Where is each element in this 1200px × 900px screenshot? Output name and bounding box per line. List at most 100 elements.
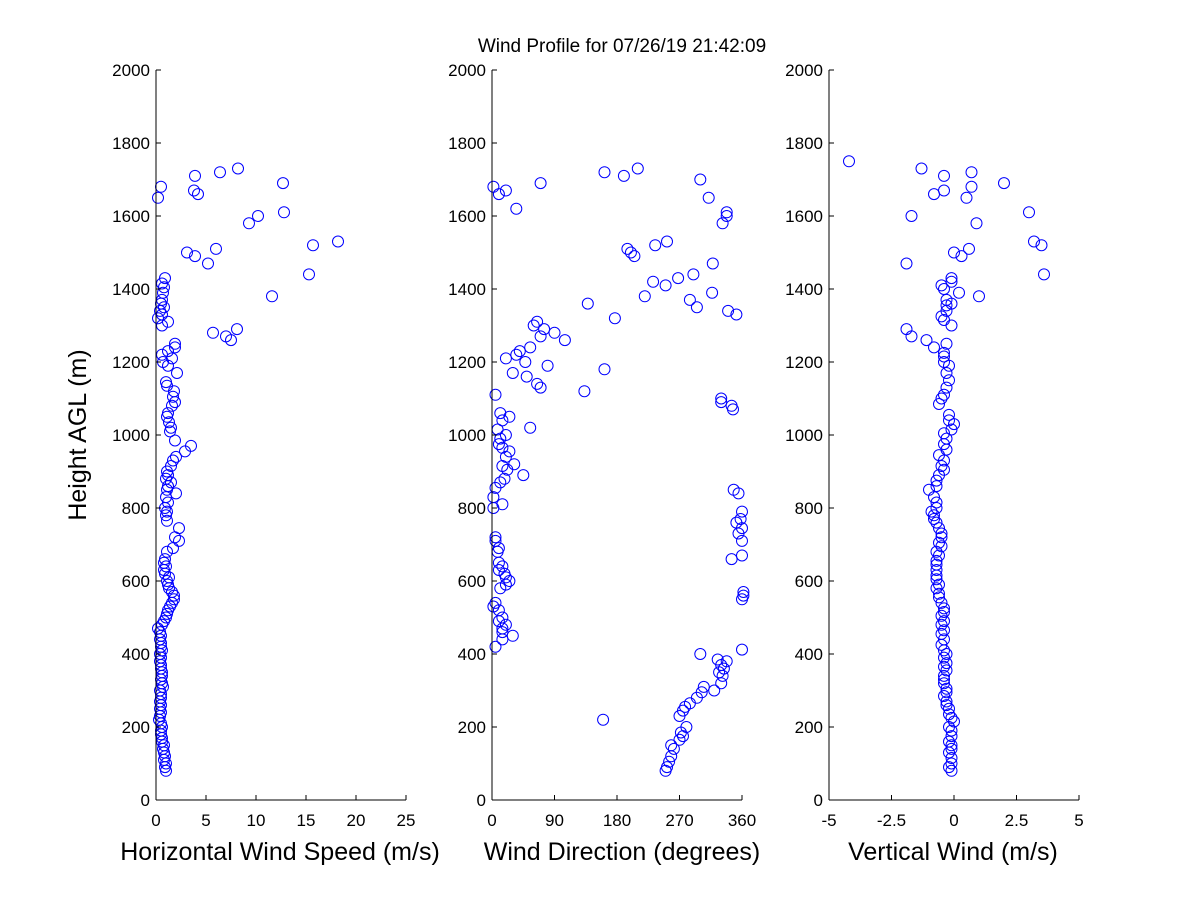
vertical-wind-point xyxy=(940,695,953,708)
wind-direction-point xyxy=(496,414,509,427)
vertical-wind-point xyxy=(938,651,950,664)
vertical-wind-point xyxy=(965,166,978,179)
horizontal-speed-point xyxy=(214,166,226,179)
wind-direction-axes: 0 200 400 600 800 1000 1200 1400 1600 1800 2000 0 90… xyxy=(448,61,756,830)
horizontal-speed-point xyxy=(162,496,174,509)
vertical-wind-point xyxy=(948,246,960,259)
wind-direction-point xyxy=(489,640,502,653)
wind-direction-point xyxy=(717,662,730,675)
panel-wind-direction: 0 200 400 600 800 1000 1200 1400 1600 1800 2000 0 90… xyxy=(448,61,760,866)
vertical-wind-point xyxy=(940,337,953,350)
wind-direction-point xyxy=(496,611,509,624)
wind-direction-point xyxy=(725,399,738,412)
wind-direction-point xyxy=(489,534,502,547)
wind-direction-point xyxy=(687,268,700,281)
wind-direction-point xyxy=(598,363,611,376)
wind-direction-point xyxy=(683,293,696,306)
horizontal-speed-point xyxy=(207,326,219,339)
wind-direction-point xyxy=(534,177,547,190)
horizontal-speed-point xyxy=(307,239,319,252)
vertical-wind-y-tick-label: 1000 xyxy=(785,426,823,445)
horizontal-speed-point xyxy=(159,553,171,566)
wind-direction-point xyxy=(695,686,708,699)
wind-direction-point xyxy=(697,680,710,693)
vertical-wind-point xyxy=(945,757,958,770)
wind-direction-y-tick-label: 800 xyxy=(458,499,486,518)
wind-direction-point xyxy=(711,653,724,666)
horizontal-speed-axes: 0 200 400 600 800 1000 1200 1400 1600 1800 2000 0 5 1… xyxy=(112,61,415,830)
vertical-wind-point xyxy=(945,752,958,764)
wind-direction-point xyxy=(715,392,728,405)
horizontal-speed-point xyxy=(171,367,183,379)
wind-direction-point xyxy=(494,407,507,420)
vertical-wind-y-tick-label: 400 xyxy=(795,645,823,664)
wind-direction-y-tick-label: 1400 xyxy=(448,280,486,299)
horizontal-speed-point xyxy=(158,301,170,314)
vertical-wind-point xyxy=(935,609,948,622)
horizontal-speed-point xyxy=(185,439,197,452)
vertical-wind-point xyxy=(938,615,950,628)
horizontal-speed-point xyxy=(210,242,222,255)
vertical-wind-point xyxy=(935,392,948,405)
vertical-wind-point xyxy=(943,761,955,774)
wind-direction-point xyxy=(663,755,676,768)
wind-direction-point xyxy=(737,589,750,602)
wind-direction-point xyxy=(649,239,662,252)
wind-direction-xlabel: Wind Direction (degrees) xyxy=(484,838,761,866)
wind-direction-point xyxy=(722,304,735,317)
vertical-wind-point xyxy=(930,558,943,571)
vertical-wind-point xyxy=(965,180,978,193)
wind-direction-point xyxy=(661,235,673,248)
vertical-wind-point xyxy=(938,673,950,686)
vertical-wind-point xyxy=(938,356,950,368)
horizontal-speed-point xyxy=(167,454,179,467)
vertical-wind-point xyxy=(930,516,943,529)
vertical-wind-point xyxy=(938,624,950,637)
vertical-wind-point xyxy=(998,177,1010,190)
vertical-wind-y-tick-label: 800 xyxy=(795,499,823,518)
figure-title: Wind Profile for 07/26/19 21:42:09 xyxy=(478,36,766,57)
horizontal-speed-point xyxy=(169,341,181,354)
horizontal-speed-point xyxy=(277,177,289,190)
wind-direction-point xyxy=(736,505,748,518)
vertical-wind-point xyxy=(1038,268,1050,281)
wind-direction-point xyxy=(598,166,611,179)
horizontal-speed-point xyxy=(162,407,174,420)
vertical-wind-point xyxy=(933,536,945,549)
wind-direction-point xyxy=(496,441,509,454)
vertical-wind-point xyxy=(943,702,955,715)
vertical-wind-point xyxy=(933,522,945,535)
horizontal-speed-y-tick-label: 1200 xyxy=(112,353,150,372)
horizontal-speed-point xyxy=(252,210,264,222)
horizontal-speed-x-tick-label: 15 xyxy=(297,811,316,830)
wind-direction-point xyxy=(716,217,729,230)
vertical-wind-axes: 0 200 400 600 800 1000 1200 1400 1600 1800 2000 -5 -… xyxy=(785,61,1084,830)
wind-direction-point xyxy=(517,469,530,482)
wind-direction-point xyxy=(524,421,537,434)
vertical-wind-point xyxy=(938,690,950,702)
horizontal-speed-point xyxy=(152,312,164,325)
vertical-wind-point xyxy=(940,648,953,660)
horizontal-speed-y-tick-label: 1000 xyxy=(112,426,150,445)
wind-direction-point xyxy=(736,643,748,656)
vertical-wind-x-tick-label: -5 xyxy=(821,811,836,830)
wind-direction-point xyxy=(694,173,707,186)
vertical-wind-markers xyxy=(843,155,1050,777)
wind-direction-point xyxy=(730,308,743,321)
horizontal-speed-x-tick-label: 25 xyxy=(397,811,416,830)
wind-direction-point xyxy=(499,184,512,197)
vertical-wind-point xyxy=(1028,235,1040,248)
horizontal-speed-y-tick-label: 0 xyxy=(141,791,150,810)
vertical-wind-xlabel: Vertical Wind (m/s) xyxy=(848,838,1058,866)
vertical-wind-point xyxy=(928,509,940,522)
wind-direction-point xyxy=(496,560,509,573)
wind-direction-point xyxy=(506,629,519,642)
horizontal-speed-xlabel: Horizontal Wind Speed (m/s) xyxy=(120,838,440,866)
wind-direction-point xyxy=(558,334,571,347)
panel-horizontal-wind-speed: 0 200 400 600 800 1000 1200 1400 1600 1800 2000 0 5 1… xyxy=(64,61,440,866)
horizontal-speed-point xyxy=(165,421,177,434)
vertical-wind-point xyxy=(935,527,948,540)
wind-direction-point xyxy=(531,377,544,390)
vertical-wind-point xyxy=(938,660,950,673)
